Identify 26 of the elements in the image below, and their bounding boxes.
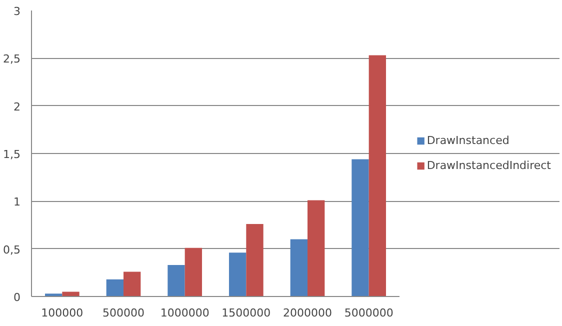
bar <box>62 292 80 296</box>
y-tick-label: 0 <box>14 291 20 304</box>
y-tick-label: 2,5 <box>3 52 21 66</box>
bar <box>124 272 141 296</box>
x-tick-label: 500000 <box>102 306 145 320</box>
bar <box>352 159 369 296</box>
x-tick-label: 2000000 <box>283 306 332 320</box>
y-tick-label: 1 <box>14 196 20 209</box>
y-tick-label: 3 <box>14 5 20 18</box>
x-tick-label: 100000 <box>41 306 84 320</box>
legend-label: DrawInstancedIndirect <box>426 159 551 172</box>
bar <box>246 224 264 296</box>
x-tick-label: 1000000 <box>160 306 210 320</box>
y-tick-label: 0,5 <box>3 243 21 256</box>
bar <box>106 279 124 296</box>
bar <box>290 239 308 296</box>
x-tick-label: 1500000 <box>222 306 271 320</box>
bar <box>168 265 185 296</box>
bar <box>308 200 325 296</box>
bar <box>184 248 202 296</box>
y-tick-label: 2 <box>14 100 20 114</box>
bar <box>368 55 386 296</box>
legend-label: DrawInstanced <box>426 134 510 147</box>
y-tick-label: 1,5 <box>3 148 21 161</box>
bar <box>228 252 246 296</box>
x-tick-label: 5000000 <box>344 306 394 320</box>
